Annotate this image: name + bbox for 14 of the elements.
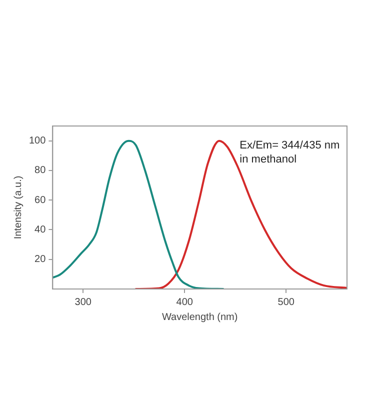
x-tick-label: 400	[176, 296, 194, 308]
y-tick-label: 80	[34, 165, 46, 176]
y-tick-label: 60	[34, 194, 46, 206]
annotation: in methanol	[240, 154, 297, 166]
y-axis-title: Intensity (a.u.)	[12, 176, 24, 240]
x-tick-label: 500	[278, 296, 295, 308]
annotation: Ex/Em= 344/435 nm	[240, 140, 340, 152]
x-tick-label: 300	[74, 296, 92, 308]
y-tick-label: 20	[34, 254, 46, 266]
y-tick-label: 100	[28, 136, 46, 147]
y-tick-label: 40	[34, 224, 46, 236]
line-series	[134, 140, 347, 289]
x-axis-title: Wavelength (nm)	[162, 312, 238, 323]
line-series	[52, 140, 224, 289]
